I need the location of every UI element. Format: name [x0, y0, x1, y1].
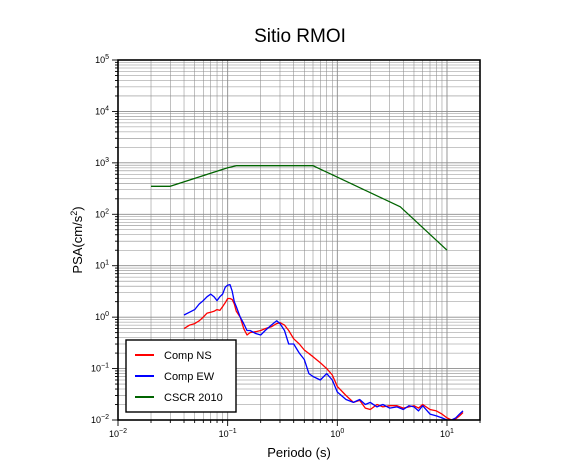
y-tick-label: 10−2 — [91, 414, 109, 425]
y-tick-label: 104 — [95, 105, 109, 116]
y-tick-label: 103 — [95, 157, 109, 168]
legend-label: Comp NS — [164, 350, 212, 362]
x-axis-label: Periodo (s) — [267, 445, 331, 460]
y-tick-label: 10−1 — [91, 363, 109, 374]
x-tick-label: 100 — [330, 428, 344, 439]
y-tick-label: 102 — [95, 208, 109, 219]
y-axis-label-close: ) — [70, 206, 85, 210]
series-line-0 — [183, 297, 464, 420]
series-layer — [151, 165, 464, 420]
series-line-2 — [151, 165, 448, 251]
chart-grid — [117, 59, 481, 421]
legend-label: CSCR 2010 — [164, 392, 223, 404]
x-axis-ticks: 10−2 10−1 100 101 — [109, 420, 481, 439]
legend-label: Comp EW — [164, 371, 215, 383]
y-tick-label: 105 — [95, 54, 109, 65]
y-axis-label: PSA(cm/s2) — [69, 206, 85, 273]
x-tick-label: 10−1 — [219, 428, 237, 439]
x-tick-label: 101 — [440, 428, 454, 439]
y-tick-label: 101 — [95, 260, 109, 271]
chart-title: Sitio RMOI — [254, 26, 346, 47]
series-line-1 — [183, 283, 464, 420]
legend: Comp NS Comp EW CSCR 2010 — [125, 339, 237, 413]
y-axis-label-exp: 2 — [69, 211, 79, 216]
y-tick-label: 100 — [95, 311, 109, 322]
y-axis-ticks: 10−2 10−1 100 101 102 103 104 105 — [91, 54, 118, 425]
y-axis-label-base: PSA(cm/s — [70, 215, 85, 273]
plot-frame — [117, 59, 481, 421]
x-tick-label: 10−2 — [109, 428, 127, 439]
